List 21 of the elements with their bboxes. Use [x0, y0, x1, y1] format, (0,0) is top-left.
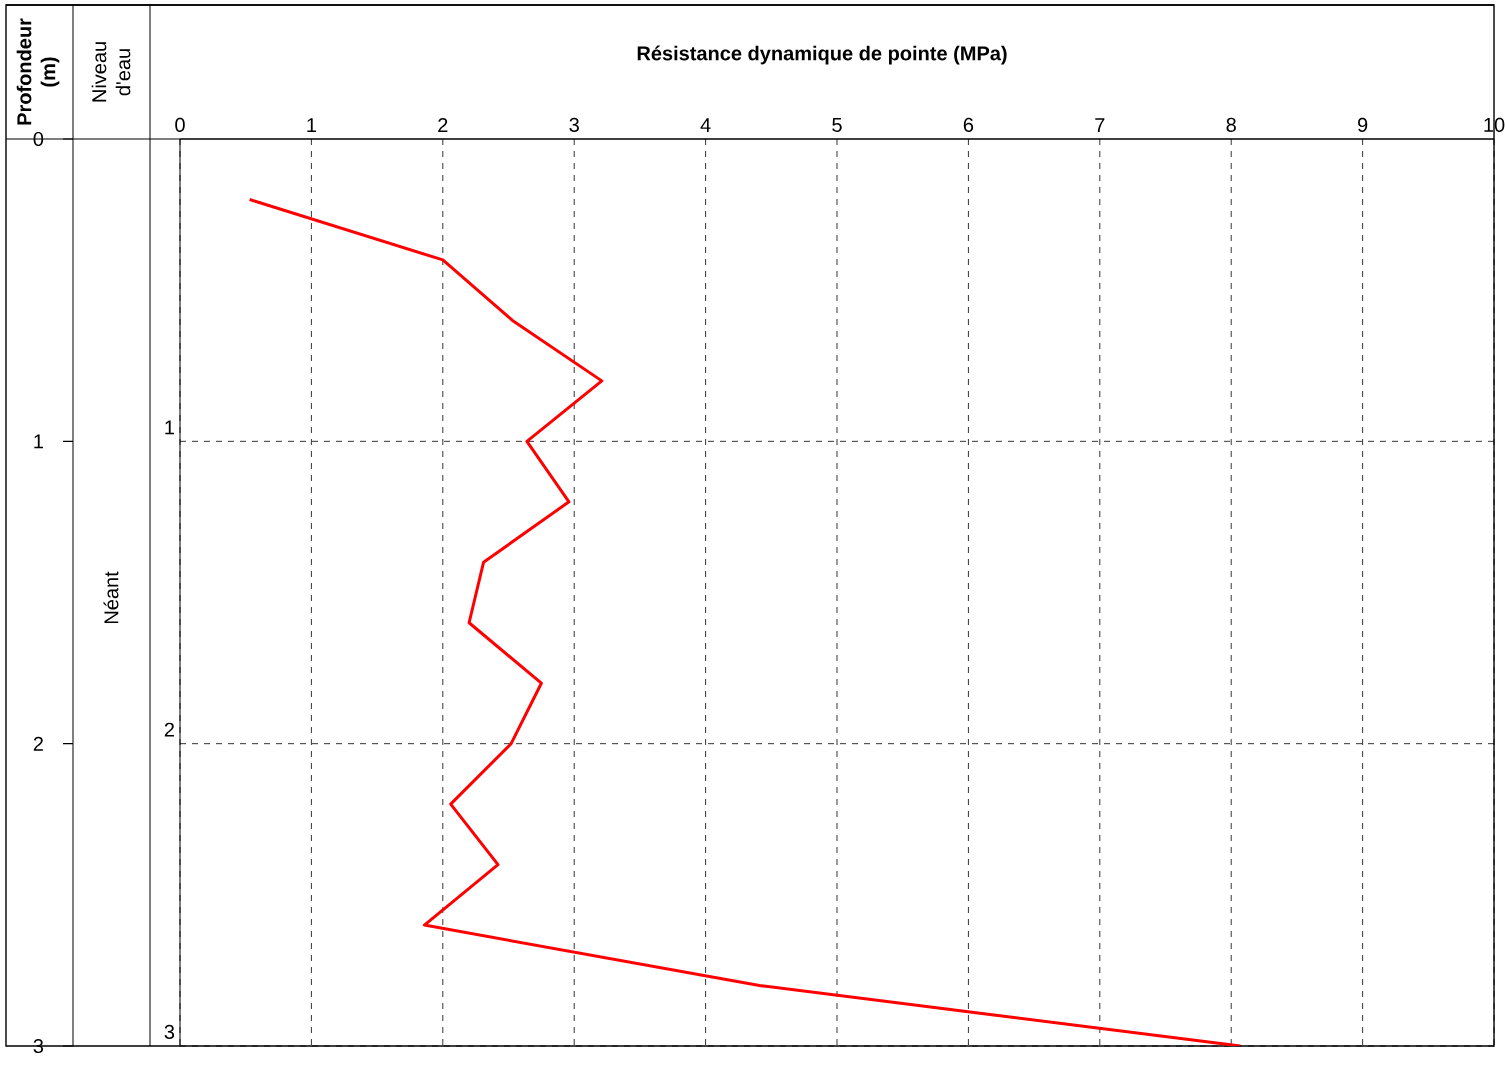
x-tick-label: 4: [700, 118, 711, 132]
y-tick-label: 0: [33, 131, 44, 147]
x-tick-label: 8: [1226, 117, 1236, 132]
y2-tick-label: 2: [164, 722, 174, 737]
text: Niveau d'eau: [91, 42, 131, 102]
y-tick-label: 2: [33, 736, 43, 751]
x-tick-label: 9: [1357, 117, 1368, 132]
x-tick-label: 7: [1095, 118, 1105, 132]
x-tick-label: 3: [569, 117, 579, 132]
y-tick-label: 1: [34, 434, 43, 449]
x-tick-label: 2: [438, 117, 448, 132]
x-tick-label: 6: [963, 117, 974, 132]
text: Néant: [103, 571, 119, 624]
y2-tick-label: 3: [164, 1024, 175, 1039]
y2-tick-label: 1: [165, 420, 174, 435]
x-tick-label: 5: [832, 117, 842, 132]
x-axis-title: Résistance dynamique de pointe (MPa): [637, 45, 1007, 65]
y-axis-title: Profondeur (m): [16, 18, 60, 125]
x-tick-label: 0: [175, 117, 185, 132]
line-series: [248, 197, 1242, 1047]
x-tick-label: 1: [307, 118, 317, 132]
